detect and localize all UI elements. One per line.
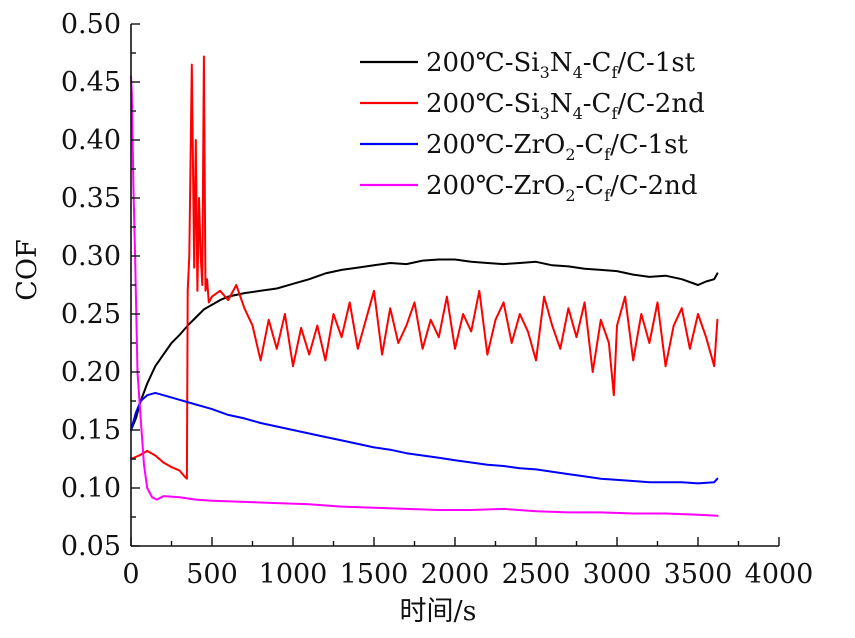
x-tick-label: 2000	[421, 559, 490, 590]
series-line-3	[130, 391, 719, 485]
series-line-1	[130, 258, 719, 431]
series-line-2	[130, 55, 719, 480]
series-line-4	[130, 75, 719, 517]
y-tick-label: 0.05	[61, 531, 121, 562]
series-layer	[130, 55, 719, 517]
y-tick-label: 0.25	[61, 299, 121, 330]
x-tick-label: 500	[186, 559, 238, 590]
x-tick-label: 1500	[340, 559, 409, 590]
tick-marks	[130, 23, 780, 547]
legend-label-1: 200℃-Si3N4-Cf/C-1st	[426, 48, 696, 82]
legend: 200℃-Si3N4-Cf/C-1st 200℃-Si3N4-Cf/C-2nd 20…	[360, 48, 705, 205]
x-tick-label: 1000	[259, 559, 328, 590]
x-tick-label: 4000	[745, 559, 814, 590]
y-tick-label: 0.30	[61, 241, 121, 272]
x-tick-label: 2500	[502, 559, 571, 590]
y-tick-label: 0.15	[61, 415, 121, 446]
y-axis-title: COF	[12, 239, 43, 301]
legend-label-2: 200℃-Si3N4-Cf/C-2nd	[426, 89, 705, 123]
legend-label-4: 200℃-ZrO2-Cf/C-2nd	[426, 171, 697, 205]
tick-labels: 0 500 1000 1500 2000 2500 3000 3500 4000 0.05 0.10…	[61, 9, 813, 590]
x-tick-label: 3000	[583, 559, 652, 590]
y-tick-label: 0.20	[61, 357, 121, 388]
y-tick-label: 0.50	[61, 9, 121, 40]
legend-label-3: 200℃-ZrO2-Cf/C-1st	[426, 130, 688, 164]
y-tick-label: 0.45	[61, 67, 121, 98]
y-tick-label: 0.40	[61, 125, 121, 156]
y-tick-label: 0.10	[61, 473, 121, 504]
x-tick-label: 0	[122, 559, 139, 590]
x-tick-label: 3500	[664, 559, 733, 590]
x-axis-title: 时间/s	[400, 596, 477, 627]
y-tick-label: 0.35	[61, 183, 121, 214]
